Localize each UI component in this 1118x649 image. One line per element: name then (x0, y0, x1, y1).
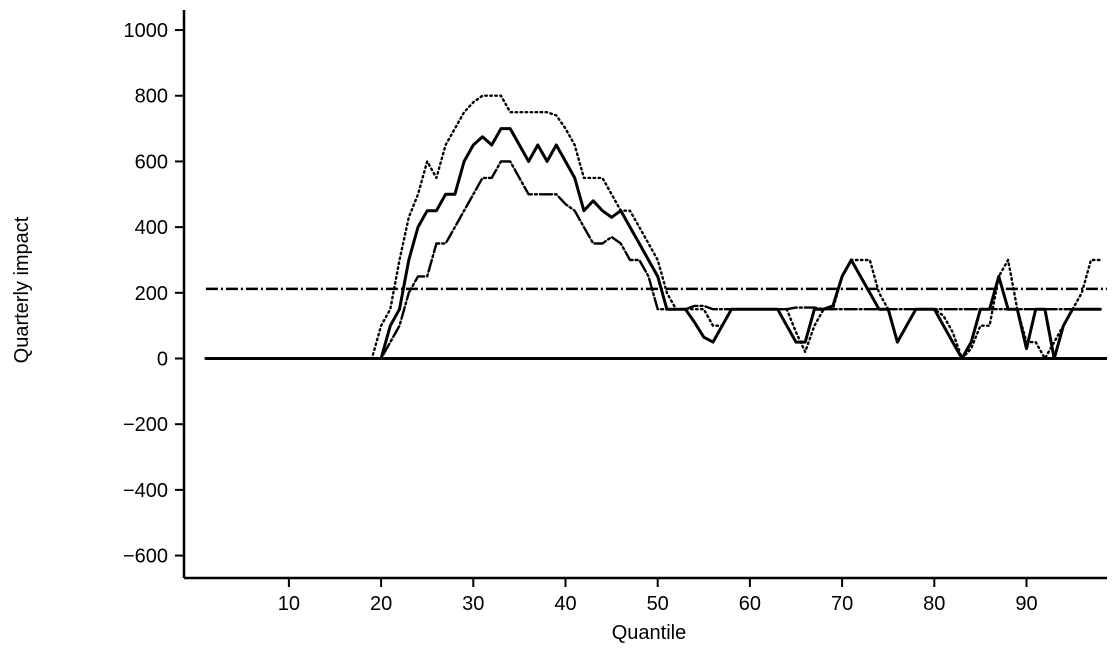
y-tick-label: 800 (135, 86, 168, 108)
plot-area (204, 94, 1107, 360)
x-tick-label: 50 (647, 593, 669, 615)
x-tick-label: 70 (831, 593, 853, 615)
x-tick-label: 60 (739, 593, 761, 615)
y-tick-label: 0 (157, 349, 168, 371)
y-tick-label: −400 (123, 480, 168, 502)
x-tick-label: 10 (278, 593, 300, 615)
y-tick-label: 400 (135, 217, 168, 239)
y-axis-title: Quarterly impact (11, 216, 33, 363)
x-tick-label: 20 (370, 593, 392, 615)
y-tick-label: 200 (135, 283, 168, 305)
series-line-solid (204, 127, 1102, 360)
y-tick-label: 1000 (124, 20, 169, 42)
y-tick-label: −600 (123, 546, 168, 568)
x-tick-label: 90 (1015, 593, 1037, 615)
x-axis-title: Quantile (612, 622, 687, 644)
series-line-dash-dot (204, 160, 1102, 360)
x-tick-label: 40 (554, 593, 576, 615)
axis-labels: Quantile Quarterly impact (11, 216, 686, 644)
series-line-dotted (204, 94, 1102, 360)
x-tick-label: 80 (923, 593, 945, 615)
x-tick-label: 30 (462, 593, 484, 615)
y-tick-label: 600 (135, 151, 168, 173)
axes: −600 −400 −200 0 200 400 600 800 1000 10 20 30 40 50 6… (123, 10, 1107, 615)
y-tick-label: −200 (123, 414, 168, 436)
